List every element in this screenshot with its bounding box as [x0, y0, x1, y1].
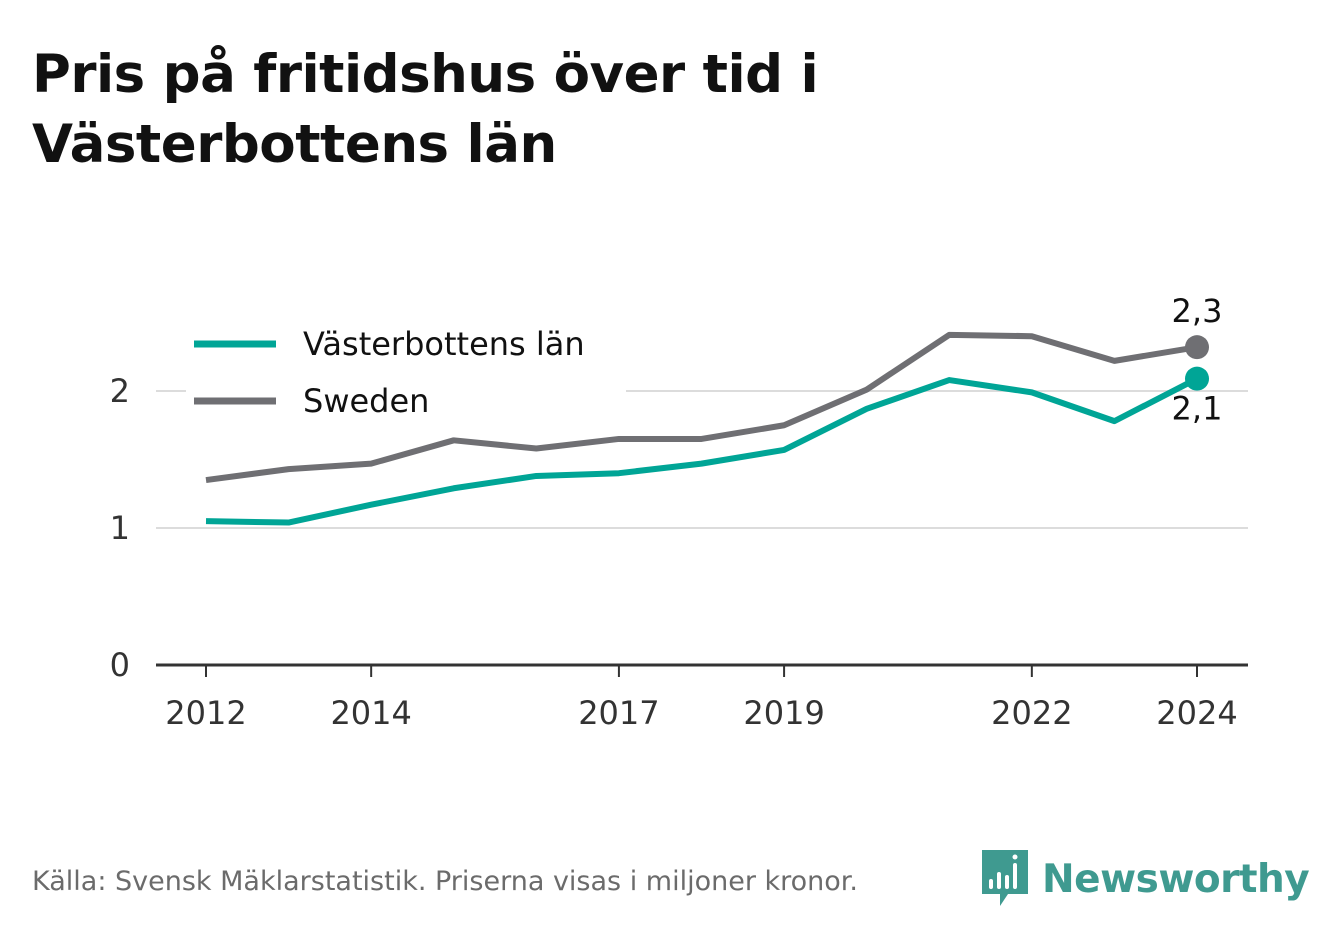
axes: 0 1 2 2012 2014 2017 2019 2022 2024	[110, 372, 1248, 732]
source-note: Källa: Svensk Mäklarstatistik. Priserna …	[32, 866, 859, 897]
y-tick-label: 2	[110, 372, 130, 410]
line-chart: 0 1 2 2012 2014 2017 2019 2022 2024 2,1 2,3 Väste…	[110, 292, 1248, 732]
series-line	[205, 331, 1198, 484]
chart-title: Pris på fritidshus över tid i Västerbott…	[32, 44, 819, 175]
x-tick-label: 2022	[991, 694, 1072, 732]
legend-label: Västerbottens län	[303, 325, 585, 363]
series-lines	[205, 331, 1209, 526]
bar-chart-speech-bubble-icon	[982, 850, 1028, 906]
legend-background	[186, 314, 626, 364]
x-tick-label: 2014	[330, 694, 411, 732]
end-point	[1185, 366, 1209, 391]
series-line	[205, 376, 1199, 526]
legend: Västerbottens län Sweden	[186, 314, 626, 421]
x-tick-label: 2024	[1156, 694, 1237, 732]
end-value-label: 2,3	[1172, 292, 1223, 330]
legend-background	[186, 371, 626, 421]
y-tick-label: 1	[110, 509, 130, 547]
data-labels: 2,1 2,3	[1172, 292, 1223, 428]
end-value-label: 2,1	[1172, 390, 1223, 428]
end-point	[1185, 335, 1209, 360]
brand-name: Newsworthy	[1042, 856, 1310, 902]
brand-logo[interactable]: Newsworthy	[980, 846, 1310, 912]
x-tick-label: 2019	[743, 694, 824, 732]
legend-label: Sweden	[303, 382, 429, 420]
x-tick-label: 2017	[578, 694, 659, 732]
x-tick-label: 2012	[165, 694, 246, 732]
y-tick-label: 0	[110, 646, 130, 684]
